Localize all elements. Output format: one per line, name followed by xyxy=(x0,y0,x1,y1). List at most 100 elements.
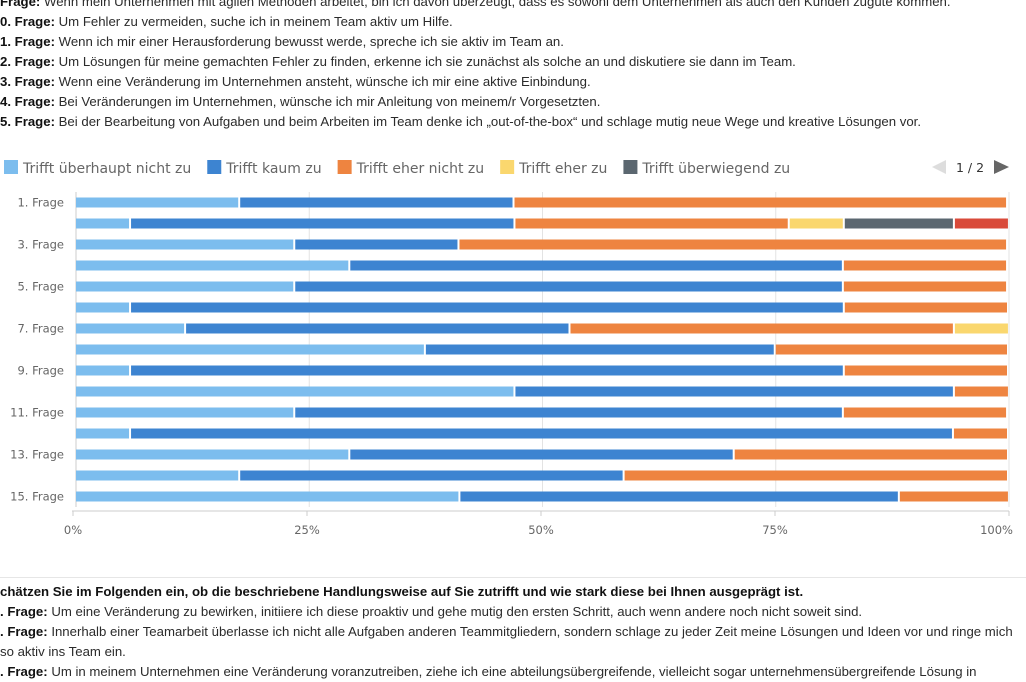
x-tick-label: 50% xyxy=(528,523,554,537)
x-tick-label: 0% xyxy=(64,523,82,537)
bar-segment[interactable] xyxy=(295,407,842,418)
bar-segment[interactable] xyxy=(76,260,349,271)
bar-segment[interactable] xyxy=(295,239,458,250)
question-text: Wenn ich mir einer Herausforderung bewus… xyxy=(58,34,564,49)
bar-segment[interactable] xyxy=(789,218,843,229)
question-item: . Frage: Innerhalb einer Teamarbeit über… xyxy=(0,622,1026,662)
question-label: 0. Frage: xyxy=(0,14,55,29)
bar-segment[interactable] xyxy=(76,302,130,313)
pager-prev-arrow-icon[interactable] xyxy=(932,160,946,174)
legend-item[interactable]: Trifft eher nicht zu xyxy=(337,160,485,177)
bar-segment[interactable] xyxy=(131,428,952,439)
bar-segment[interactable] xyxy=(459,239,1007,250)
bar-segment[interactable] xyxy=(844,302,1007,313)
bar-segment[interactable] xyxy=(186,323,569,334)
bar-segment[interactable] xyxy=(76,281,294,292)
legend-item[interactable]: Trifft eher zu xyxy=(500,160,607,177)
question-label: . Frage: xyxy=(0,624,48,639)
legend-swatch xyxy=(500,160,515,174)
bar-segment[interactable] xyxy=(76,344,424,355)
bar-segment[interactable] xyxy=(843,281,1007,292)
x-tick-label: 25% xyxy=(294,523,320,537)
bar-segment[interactable] xyxy=(131,365,843,376)
question-label: 3. Frage: xyxy=(0,74,55,89)
y-tick-label: 1. Frage xyxy=(17,196,64,210)
legend-label: Trifft eher nicht zu xyxy=(356,161,485,177)
bar-segment[interactable] xyxy=(240,470,623,481)
y-tick-label: 9. Frage xyxy=(17,364,64,378)
bar-segment[interactable] xyxy=(515,386,953,397)
bar-segment[interactable] xyxy=(425,344,774,355)
question-label: 5. Frage: xyxy=(0,114,55,129)
bar-segment[interactable] xyxy=(954,218,1008,229)
question-item: 1. Frage: Wenn ich mir einer Herausforde… xyxy=(0,32,1026,52)
question-item: 5. Frage: Bei der Bearbeitung von Aufgab… xyxy=(0,112,1026,132)
question-list-bottom: chätzen Sie im Folgenden ein, ob die bes… xyxy=(0,577,1026,682)
question-item: 0. Frage: Um Fehler zu vermeiden, suche … xyxy=(0,12,1026,32)
bar-segment[interactable] xyxy=(76,407,294,418)
bar-segment[interactable] xyxy=(844,218,953,229)
legend-swatch xyxy=(207,160,222,174)
legend-label: Trifft kaum zu xyxy=(225,161,321,177)
bar-segment[interactable] xyxy=(775,344,1007,355)
bar-segment[interactable] xyxy=(843,407,1007,418)
bar-segment[interactable] xyxy=(515,218,788,229)
bar-segment[interactable] xyxy=(76,197,239,208)
legend-label: Trifft eher zu xyxy=(518,161,607,177)
bar-segment[interactable] xyxy=(570,323,953,334)
bar-segment[interactable] xyxy=(131,302,843,313)
stacked-bar-chart: Trifft überhaupt nicht zu Trifft kaum zu T… xyxy=(4,160,1013,537)
legend-swatch xyxy=(337,160,352,174)
bar-segment[interactable] xyxy=(954,386,1008,397)
y-tick-label: 7. Frage xyxy=(17,322,64,336)
y-tick-label: 11. Frage xyxy=(10,406,64,420)
legend-item[interactable]: Trifft überhaupt nicht zu xyxy=(4,160,191,177)
question-text: Bei der Bearbeitung von Aufgaben und bei… xyxy=(58,114,922,129)
bar-segment[interactable] xyxy=(460,491,898,502)
bar-segment[interactable] xyxy=(954,323,1008,334)
instruction-text: chätzen Sie im Folgenden ein, ob die bes… xyxy=(0,584,804,599)
y-tick-label: 13. Frage xyxy=(10,448,64,462)
question-label: Frage: xyxy=(0,0,41,9)
question-text: Innerhalb einer Teamarbeit überlasse ich… xyxy=(0,624,1013,659)
bar-segment[interactable] xyxy=(240,197,513,208)
pager-text: 1 / 2 xyxy=(956,160,984,175)
question-text: Wenn eine Veränderung im Unternehmen ans… xyxy=(58,74,591,89)
question-label: 2. Frage: xyxy=(0,54,55,69)
bar-segment[interactable] xyxy=(76,218,130,229)
bar-segment[interactable] xyxy=(843,260,1007,271)
bar-segment[interactable] xyxy=(734,449,1007,460)
bar-segment[interactable] xyxy=(295,281,842,292)
question-item: 3. Frage: Wenn eine Veränderung im Unter… xyxy=(0,72,1026,92)
question-label: . Frage: xyxy=(0,604,48,619)
bar-segment[interactable] xyxy=(953,428,1007,439)
legend-item[interactable]: Trifft überwiegend zu xyxy=(623,160,790,177)
legend-item[interactable]: Trifft kaum zu xyxy=(207,160,322,177)
bar-segment[interactable] xyxy=(514,197,1007,208)
bar-segment[interactable] xyxy=(899,491,1008,502)
y-tick-label: 15. Frage xyxy=(10,490,64,504)
question-label: . Frage: xyxy=(0,664,48,679)
bar-segment[interactable] xyxy=(76,491,459,502)
question-text: Bei Veränderungen im Unternehmen, wünsch… xyxy=(58,94,601,109)
pager-next-arrow-icon[interactable] xyxy=(994,160,1009,174)
chart-y-axis: 1. Frage 3. Frage 5. Frage 7. Frage 9. Frage… xyxy=(10,196,64,504)
bar-segment[interactable] xyxy=(76,470,239,481)
bar-segment[interactable] xyxy=(76,428,130,439)
bar-segment[interactable] xyxy=(76,365,130,376)
bar-segment[interactable] xyxy=(76,239,294,250)
bar-segment[interactable] xyxy=(76,323,185,334)
bar-segment[interactable] xyxy=(76,386,514,397)
question-item: 4. Frage: Bei Veränderungen im Unternehm… xyxy=(0,92,1026,112)
bar-segment[interactable] xyxy=(350,449,733,460)
y-tick-label: 3. Frage xyxy=(17,238,64,252)
chart-bars xyxy=(76,197,1008,502)
bar-segment[interactable] xyxy=(131,218,514,229)
bar-segment[interactable] xyxy=(624,470,1007,481)
bar-segment[interactable] xyxy=(76,449,349,460)
question-item: 2. Frage: Um Lösungen für meine gemachte… xyxy=(0,52,1026,72)
bar-segment[interactable] xyxy=(350,260,842,271)
chart-x-axis: 0% 25% 50% 75% 100% xyxy=(64,510,1013,537)
x-tick-label: 100% xyxy=(980,523,1013,537)
bar-segment[interactable] xyxy=(844,365,1007,376)
